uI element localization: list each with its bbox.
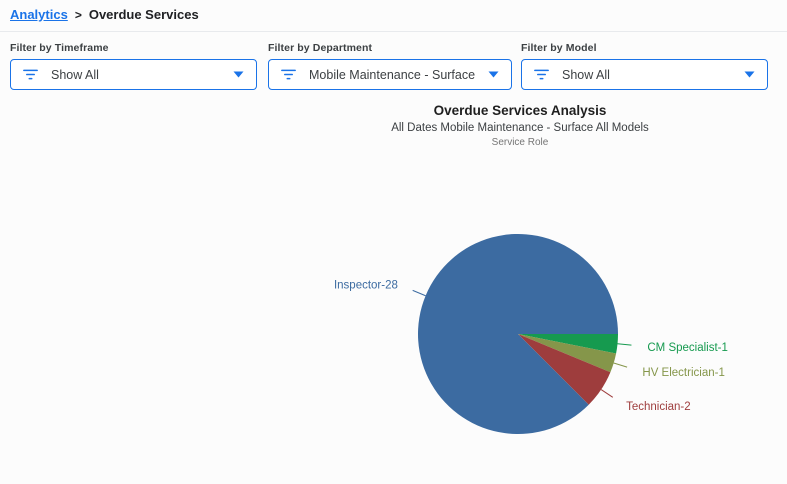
pie-slice-hv-electrician[interactable]	[518, 334, 617, 373]
timeframe-select-value: Show All	[51, 67, 99, 82]
filter-group-model: Filter by Model Show All	[521, 42, 768, 90]
breadcrumb-current-page: Overdue Services	[88, 7, 199, 22]
pie-slice-label: Inspector-28	[334, 279, 398, 291]
chart-dimension-label: Service Role	[491, 137, 549, 148]
department-select[interactable]: Mobile Maintenance - Surface	[268, 59, 512, 90]
model-select-value: Show All	[562, 67, 610, 82]
pie-slice-cm-specialist[interactable]	[518, 334, 618, 354]
filter-icon	[534, 69, 549, 80]
pie-label-leader-line	[617, 343, 632, 346]
pie-slice-label: CM Specialist-1	[647, 342, 728, 354]
chart-subtitle: All Dates Mobile Maintenance - Surface A…	[391, 122, 649, 134]
pie-label-leader-line	[412, 289, 426, 297]
timeframe-select[interactable]: Show All	[10, 59, 257, 90]
pie-label-leader-line	[613, 362, 628, 368]
department-select-value: Mobile Maintenance - Surface	[309, 67, 476, 82]
pie-label-leader-line	[600, 389, 614, 398]
chart-title: Overdue Services Analysis	[433, 103, 607, 118]
caret-down-icon	[233, 71, 244, 78]
caret-down-icon	[744, 71, 755, 78]
header-divider	[0, 31, 787, 32]
breadcrumb-link-analytics[interactable]: Analytics	[10, 7, 68, 22]
model-select[interactable]: Show All	[521, 59, 768, 90]
filter-group-timeframe: Filter by Timeframe Show All	[10, 42, 257, 90]
timeframe-filter-label: Filter by Timeframe	[10, 42, 109, 54]
pie-slice-label: Technician-2	[626, 401, 691, 413]
breadcrumb-separator: >	[74, 7, 82, 22]
filter-icon	[281, 69, 296, 80]
pie-chart: CM Specialist-1 HV Electrician-1 Technicia…	[334, 233, 728, 434]
caret-down-icon	[488, 71, 499, 78]
pie-slice-technician[interactable]	[518, 334, 611, 405]
pie-slice-inspector[interactable]	[418, 233, 618, 434]
model-filter-label: Filter by Model	[521, 42, 597, 54]
department-filter-label: Filter by Department	[268, 42, 373, 54]
pie-slice-label: HV Electrician-1	[642, 367, 724, 379]
breadcrumb: Analytics > Overdue Services	[10, 7, 199, 22]
filter-icon	[23, 69, 38, 80]
filter-group-department: Filter by Department Mobile Maintenance …	[268, 42, 512, 90]
